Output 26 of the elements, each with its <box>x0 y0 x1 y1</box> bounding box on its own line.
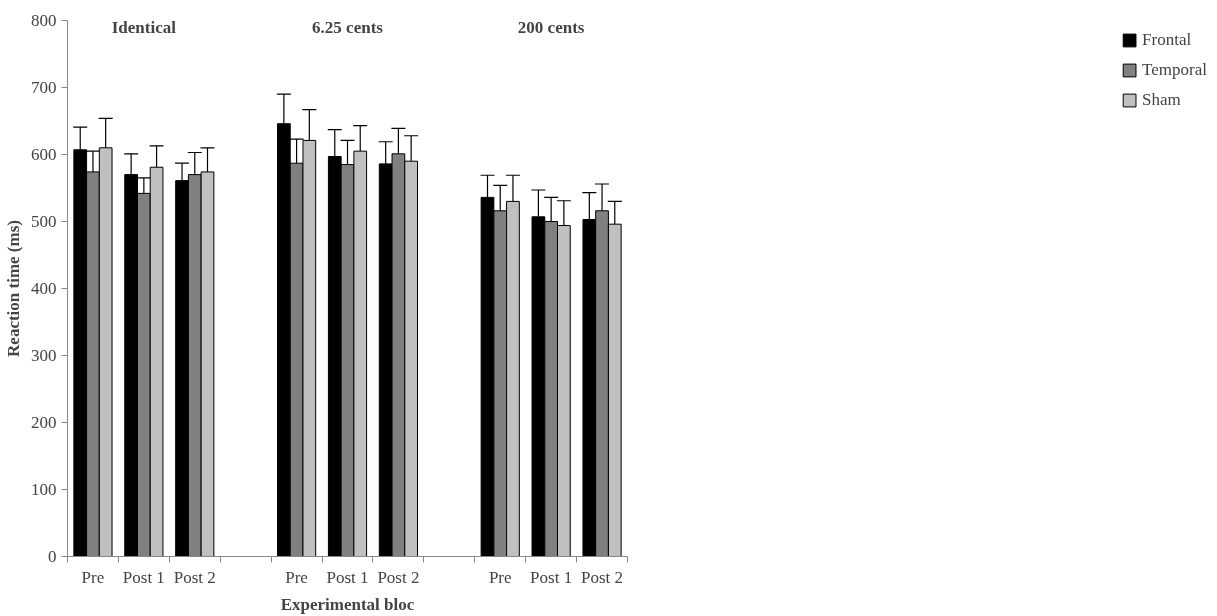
y-tick-label: 500 <box>31 212 57 231</box>
y-tick-label: 200 <box>31 413 57 432</box>
legend-label: Temporal <box>1142 60 1207 80</box>
y-tick-label: 100 <box>31 480 57 499</box>
x-tick-label: Post 1 <box>326 567 369 587</box>
y-tick-label: 400 <box>31 279 57 298</box>
x-tick-label: Post 1 <box>122 567 165 587</box>
x-tick-label: Post 2 <box>581 567 624 587</box>
x-tick-label: Pre <box>488 567 512 587</box>
y-tick-label: 700 <box>31 78 57 97</box>
y-axis-title: Reaction time (ms) <box>4 220 23 357</box>
x-tick-label: Pre <box>285 567 308 587</box>
y-tick-label: 800 <box>31 11 57 30</box>
annotation: 200 cents <box>517 17 585 37</box>
legend-label: Frontal <box>1142 30 1192 50</box>
y-tick-label: 0 <box>48 547 57 566</box>
x-tick-label: Pre <box>81 567 105 587</box>
x-tick-label: Post 2 <box>377 567 420 587</box>
y-tick-label: 600 <box>31 145 57 164</box>
annotation: Identical <box>111 17 177 37</box>
x-tick-label: Post 2 <box>173 567 216 587</box>
x-axis-title: Experimental bloc <box>280 594 415 614</box>
y-tick-label: 300 <box>31 346 57 365</box>
legend-label: Sham <box>1142 90 1181 110</box>
annotation: 6.25 cents <box>312 17 384 37</box>
x-tick-label: Post 1 <box>530 567 573 587</box>
